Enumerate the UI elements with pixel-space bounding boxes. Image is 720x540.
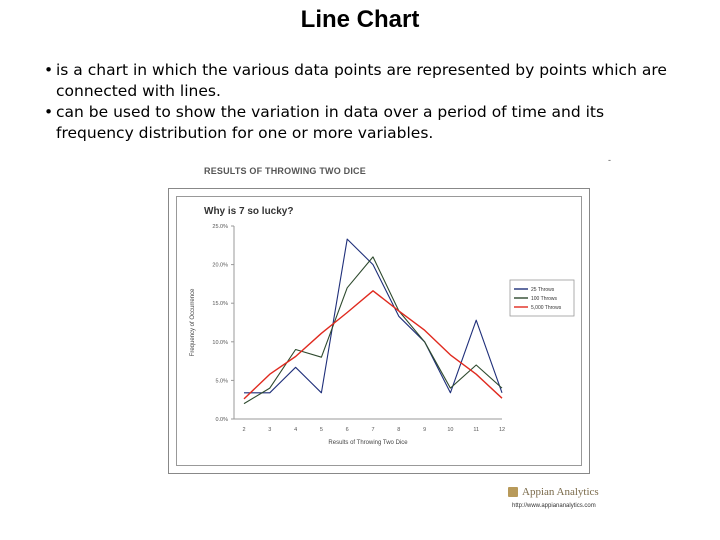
x-tick-label: 9 <box>423 427 426 433</box>
bullet-glyph: • <box>44 103 54 121</box>
figure-heading: RESULTS OF THROWING TWO DICE <box>204 166 366 176</box>
x-tick-label: 11 <box>473 427 479 433</box>
x-axis-label: Results of Throwing Two Dice <box>328 440 408 446</box>
chart-inner-frame <box>176 196 582 466</box>
legend-entry: 5,000 Throws <box>531 305 562 311</box>
chart-frame <box>168 188 590 474</box>
bullet-item: • is a chart in which the various data p… <box>44 60 684 102</box>
line-chart: Why is 7 so lucky? 0.0% 5.0% 10.0% 15.0% 20.0… <box>190 206 575 446</box>
x-tick-label: 8 <box>397 427 400 433</box>
source-logo: Appian Analytics <box>508 486 599 498</box>
x-tick-label: 12 <box>499 427 505 433</box>
y-tick-label: 0.0% <box>215 417 228 423</box>
x-tick-label: 5 <box>320 427 323 433</box>
y-tick-label: 5.0% <box>215 378 228 384</box>
x-tick-label: 4 <box>294 427 297 433</box>
x-tick-label: 7 <box>371 427 374 433</box>
bullet-text: is a chart in which the various data poi… <box>56 61 667 100</box>
series-line-1 <box>244 238 503 394</box>
y-tick-label: 25.0% <box>212 224 228 230</box>
legend-entry: 100 Throws <box>531 296 558 302</box>
bullet-text: can be used to show the variation in dat… <box>56 103 605 142</box>
bullet-glyph: • <box>44 61 54 79</box>
series-line-2 <box>243 256 503 405</box>
y-tick-label: 10.0% <box>212 340 228 346</box>
x-tick-label: 6 <box>346 427 349 433</box>
bullet-item: • can be used to show the variation in d… <box>44 102 684 144</box>
slide-title: Line Chart <box>300 6 420 33</box>
x-tick-label: 3 <box>268 427 271 433</box>
source-url: http://www.appiananalytics.com <box>512 503 596 509</box>
chart-title: Why is 7 so lucky? <box>204 206 293 217</box>
x-tick-label: 10 <box>447 427 453 433</box>
x-tick-label: 2 <box>242 427 245 433</box>
corner-mark: - <box>608 155 611 165</box>
y-tick-label: 20.0% <box>212 263 228 269</box>
legend-entry: 25 Throws <box>531 287 555 293</box>
y-tick-label: 15.0% <box>212 301 228 307</box>
bullet-list: • is a chart in which the various data p… <box>44 60 684 144</box>
y-axis-label: Frequency of Occurrence <box>190 288 196 356</box>
source-name: Appian Analytics <box>522 486 599 498</box>
series-line-3 <box>243 290 503 400</box>
building-icon <box>508 487 518 497</box>
